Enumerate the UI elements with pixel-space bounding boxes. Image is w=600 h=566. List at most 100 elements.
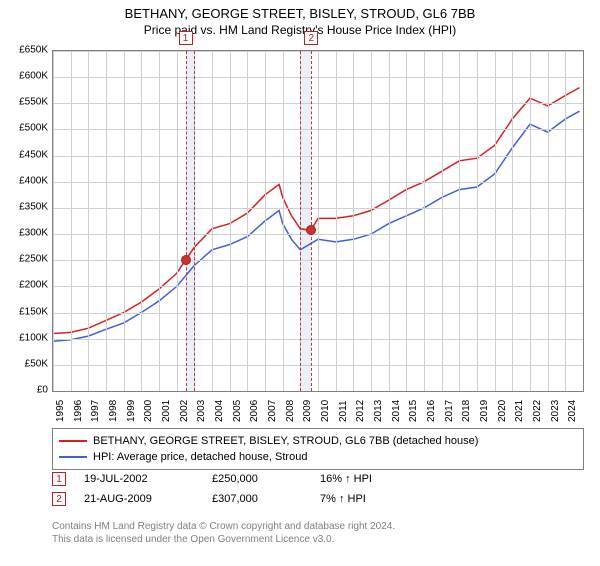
legend-swatch-2 [59,456,87,458]
x-axis-label: 2000 [143,400,154,422]
vgridline [124,51,125,391]
x-axis-label: 2021 [514,400,525,422]
x-axis-label: 2013 [373,400,384,422]
vgridline [230,51,231,391]
legend-row-2: HPI: Average price, detached house, Stro… [59,449,577,465]
x-axis-label: 1998 [108,400,119,422]
footnote: Contains HM Land Registry data © Crown c… [52,520,395,546]
y-axis-label: £450K [19,149,48,160]
x-axis-label: 2008 [285,400,296,422]
sale-marker-1: 1 [52,472,66,486]
vgridline [159,51,160,391]
y-axis-label: £350K [19,201,48,212]
x-axis-label: 1995 [55,400,66,422]
legend-label-2: HPI: Average price, detached house, Stro… [93,449,307,465]
x-axis-label: 2016 [426,400,437,422]
vgridline [336,51,337,391]
dash-line [300,51,301,391]
vgridline [177,51,178,391]
x-axis-label: 2003 [196,400,207,422]
x-axis-label: 1997 [90,400,101,422]
footnote-line-1: Contains HM Land Registry data © Crown c… [52,521,395,532]
y-axis-label: £50K [25,358,48,369]
vgridline [442,51,443,391]
dash-line [194,51,195,391]
y-axis-label: £650K [19,45,48,56]
vgridline [141,51,142,391]
y-axis-label: £500K [19,123,48,134]
sale-row-1: 1 19-JUL-2002 £250,000 16% ↑ HPI [52,472,584,486]
vgridline [512,51,513,391]
vgridline [371,51,372,391]
dash-line [311,51,312,391]
x-axis-label: 2011 [338,400,349,422]
x-axis-label: 2007 [267,400,278,422]
chart-title: BETHANY, GEORGE STREET, BISLEY, STROUD, … [0,6,600,21]
y-axis-label: £200K [19,280,48,291]
x-axis-label: 2015 [408,400,419,422]
y-axis-label: £150K [19,306,48,317]
sale-date-1: 19-JUL-2002 [84,473,194,485]
x-axis-label: 2004 [214,400,225,422]
y-axis-label: £0 [37,385,48,396]
vgridline [477,51,478,391]
series-line [53,88,580,334]
x-axis-label: 2012 [355,400,366,422]
x-axis-label: 2018 [461,400,472,422]
vgridline [565,51,566,391]
sale-pct-2: 7% ↑ HPI [320,493,410,505]
x-axis-label: 2023 [550,400,561,422]
sale-point-marker [306,225,316,235]
plot-area: 12 [52,50,584,392]
chart-container: BETHANY, GEORGE STREET, BISLEY, STROUD, … [0,6,600,566]
vgridline [406,51,407,391]
vgridline [71,51,72,391]
vgridline [548,51,549,391]
sale-marker-2: 2 [52,492,66,506]
x-axis-label: 2024 [567,400,578,422]
legend-swatch-1 [59,440,87,442]
sales-table: 1 19-JUL-2002 £250,000 16% ↑ HPI 2 21-AU… [52,472,584,512]
x-axis-label: 2002 [179,400,190,422]
x-axis-label: 2017 [444,400,455,422]
sale-pct-1: 16% ↑ HPI [320,473,410,485]
sale-price-2: £307,000 [212,493,302,505]
x-axis-label: 2009 [302,400,313,422]
vgridline [459,51,460,391]
vgridline [495,51,496,391]
vgridline [212,51,213,391]
x-axis-label: 2001 [161,400,172,422]
x-axis-label: 1999 [126,400,137,422]
vgridline [106,51,107,391]
legend-box: BETHANY, GEORGE STREET, BISLEY, STROUD, … [52,428,584,470]
x-axis-label: 2014 [391,400,402,422]
vgridline [318,51,319,391]
vgridline [283,51,284,391]
vgridline [530,51,531,391]
vgridline [353,51,354,391]
footnote-line-2: This data is licensed under the Open Gov… [52,534,334,545]
y-axis-label: £100K [19,332,48,343]
y-axis-label: £400K [19,175,48,186]
vgridline [88,51,89,391]
y-axis-label: £300K [19,228,48,239]
x-axis-label: 2005 [232,400,243,422]
x-axis-label: 2020 [497,400,508,422]
y-axis-label: £550K [19,97,48,108]
sale-marker-box: 2 [304,31,318,45]
x-axis-label: 1996 [73,400,84,422]
legend-label-1: BETHANY, GEORGE STREET, BISLEY, STROUD, … [93,433,478,449]
vgridline [247,51,248,391]
sale-point-marker [181,255,191,265]
vgridline [265,51,266,391]
sale-marker-box: 1 [179,31,193,45]
y-axis-label: £250K [19,254,48,265]
x-axis-label: 2022 [532,400,543,422]
x-axis-label: 2006 [249,400,260,422]
x-axis-label: 2019 [479,400,490,422]
legend-row-1: BETHANY, GEORGE STREET, BISLEY, STROUD, … [59,433,577,449]
x-axis-label: 2010 [320,400,331,422]
chart-subtitle: Price paid vs. HM Land Registry's House … [0,23,600,37]
sale-row-2: 2 21-AUG-2009 £307,000 7% ↑ HPI [52,492,584,506]
dash-line [186,51,187,391]
